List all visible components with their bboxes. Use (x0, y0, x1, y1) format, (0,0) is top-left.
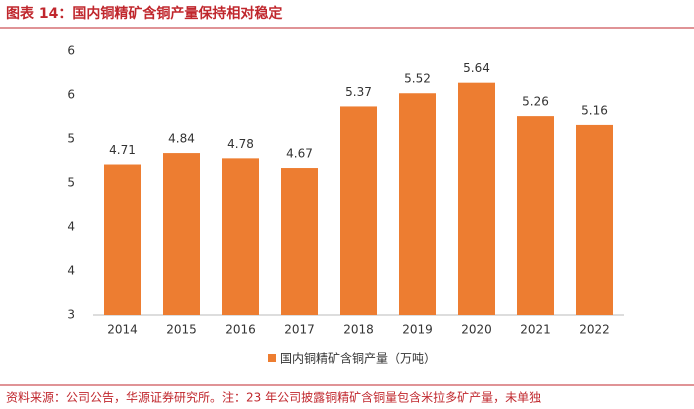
y-tick-label: 5 (67, 176, 75, 190)
x-tick-label: 2021 (520, 323, 551, 337)
bar (517, 116, 554, 316)
data-label: 4.78 (227, 137, 254, 151)
bar (163, 153, 200, 315)
y-tick-label: 4 (67, 264, 75, 278)
bar (340, 106, 377, 315)
x-tick-label: 2020 (461, 323, 492, 337)
x-tick-label: 2017 (284, 323, 315, 337)
y-tick-label: 6 (67, 88, 75, 102)
y-tick-label: 6 (67, 44, 75, 58)
data-label: 5.52 (404, 72, 431, 86)
source-note: 资料来源：公司公告，华源证券研究所。注：23 年公司披露铜精矿含铜量包含米拉多矿… (6, 390, 541, 405)
y-tick-label: 4 (67, 220, 75, 234)
bar (281, 168, 318, 315)
x-tick-label: 2016 (225, 323, 256, 337)
x-tick-label: 2018 (343, 323, 374, 337)
x-tick-label: 2015 (166, 323, 197, 337)
legend-swatch (268, 354, 276, 362)
data-label: 5.16 (581, 103, 608, 117)
bar (399, 93, 436, 316)
data-label: 4.71 (109, 143, 136, 157)
y-tick-label: 5 (67, 132, 75, 146)
data-label: 4.67 (286, 147, 313, 161)
data-label: 5.37 (345, 85, 372, 99)
chart-title: 图表 14：国内铜精矿含铜产量保持相对稳定 (6, 5, 282, 22)
y-tick-label: 3 (67, 308, 75, 322)
x-tick-label: 2019 (402, 323, 433, 337)
bar (222, 158, 259, 315)
data-label: 5.26 (522, 95, 549, 109)
x-tick-label: 2022 (579, 323, 610, 337)
bar (104, 164, 141, 315)
data-label: 4.84 (168, 132, 195, 146)
bar (576, 124, 613, 315)
data-label: 5.64 (463, 61, 490, 75)
bar (458, 82, 495, 316)
legend-label: 国内铜精矿含铜产量（万吨） (280, 351, 436, 366)
x-tick-label: 2014 (107, 323, 138, 337)
